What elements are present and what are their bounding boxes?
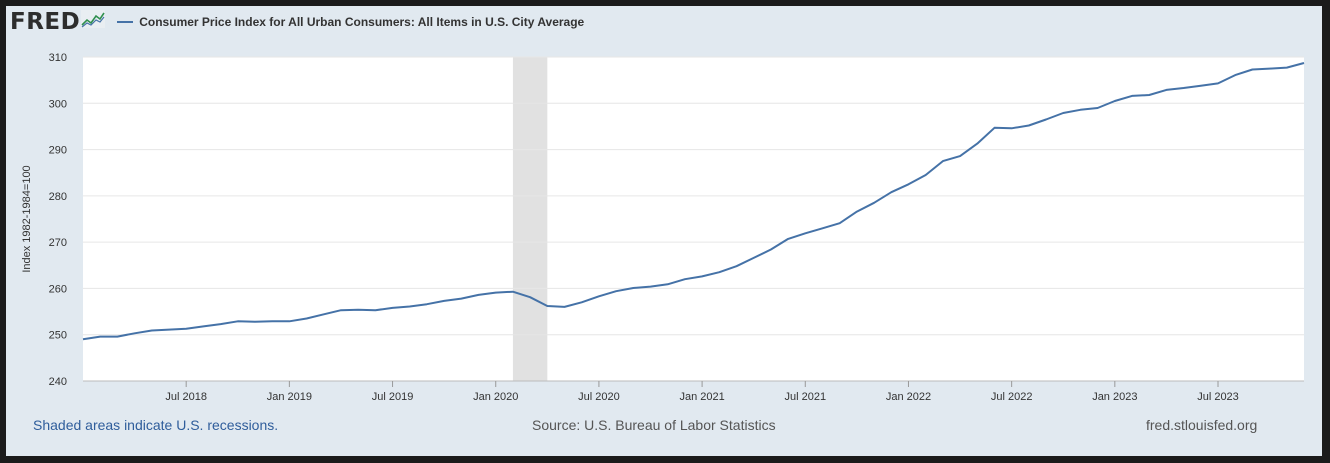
legend-label: Consumer Price Index for All Urban Consu… [139,15,585,29]
source-label: Source: U.S. Bureau of Labor Statistics [532,417,776,433]
recessions-note-link[interactable]: Shaded areas indicate U.S. recessions. [33,417,279,433]
x-tick-label-10: Jul 2023 [1197,391,1239,403]
y-tick-label-270: 270 [49,237,67,249]
series-layer [82,62,1305,341]
y-tick-label-260: 260 [49,283,67,295]
y-tick-label-240: 240 [49,376,67,388]
x-tick-label-4: Jul 2020 [578,391,620,403]
x-tick-label-0: Jul 2018 [165,391,207,403]
series-line-0[interactable] [82,62,1305,341]
plot-area [83,57,1304,381]
y-tick-label-280: 280 [49,191,67,203]
recession-band-0 [512,57,548,381]
y-axis-ticks: 240 250 260 270 280 290 300 310 [49,52,67,388]
x-tick-label-1: Jan 2019 [267,391,312,403]
x-tick-label-6: Jul 2021 [784,391,826,403]
x-axis-ticks: Jul 2018 Jan 2019 Jul 2019 Jan 2020 Jul 2020… [83,380,1304,403]
chart-header: FRED Consumer Price Index for All Urban … [10,7,584,37]
x-tick-label-2: Jul 2019 [372,391,414,403]
x-tick-label-8: Jul 2022 [991,391,1033,403]
y-tick-label-250: 250 [49,330,67,342]
y-axis-label: Index 1982-1984=100 [21,165,33,272]
legend[interactable]: Consumer Price Index for All Urban Consu… [117,15,584,29]
recession-bands [512,57,548,381]
x-tick-label-9: Jan 2023 [1092,391,1137,403]
y-tick-label-290: 290 [49,145,67,157]
y-tick-label-300: 300 [49,98,67,110]
legend-swatch [117,21,134,23]
fred-logo[interactable]: FRED [10,9,106,35]
y-tick-label-310: 310 [49,52,67,64]
x-tick-label-5: Jan 2021 [679,391,724,403]
fred-logo-text: FRED [10,9,81,35]
x-tick-label-7: Jan 2022 [886,391,931,403]
site-url-link[interactable]: fred.stlouisfed.org [1146,417,1258,433]
x-tick-label-3: Jan 2020 [473,391,518,403]
chart-trend-icon [81,10,106,28]
